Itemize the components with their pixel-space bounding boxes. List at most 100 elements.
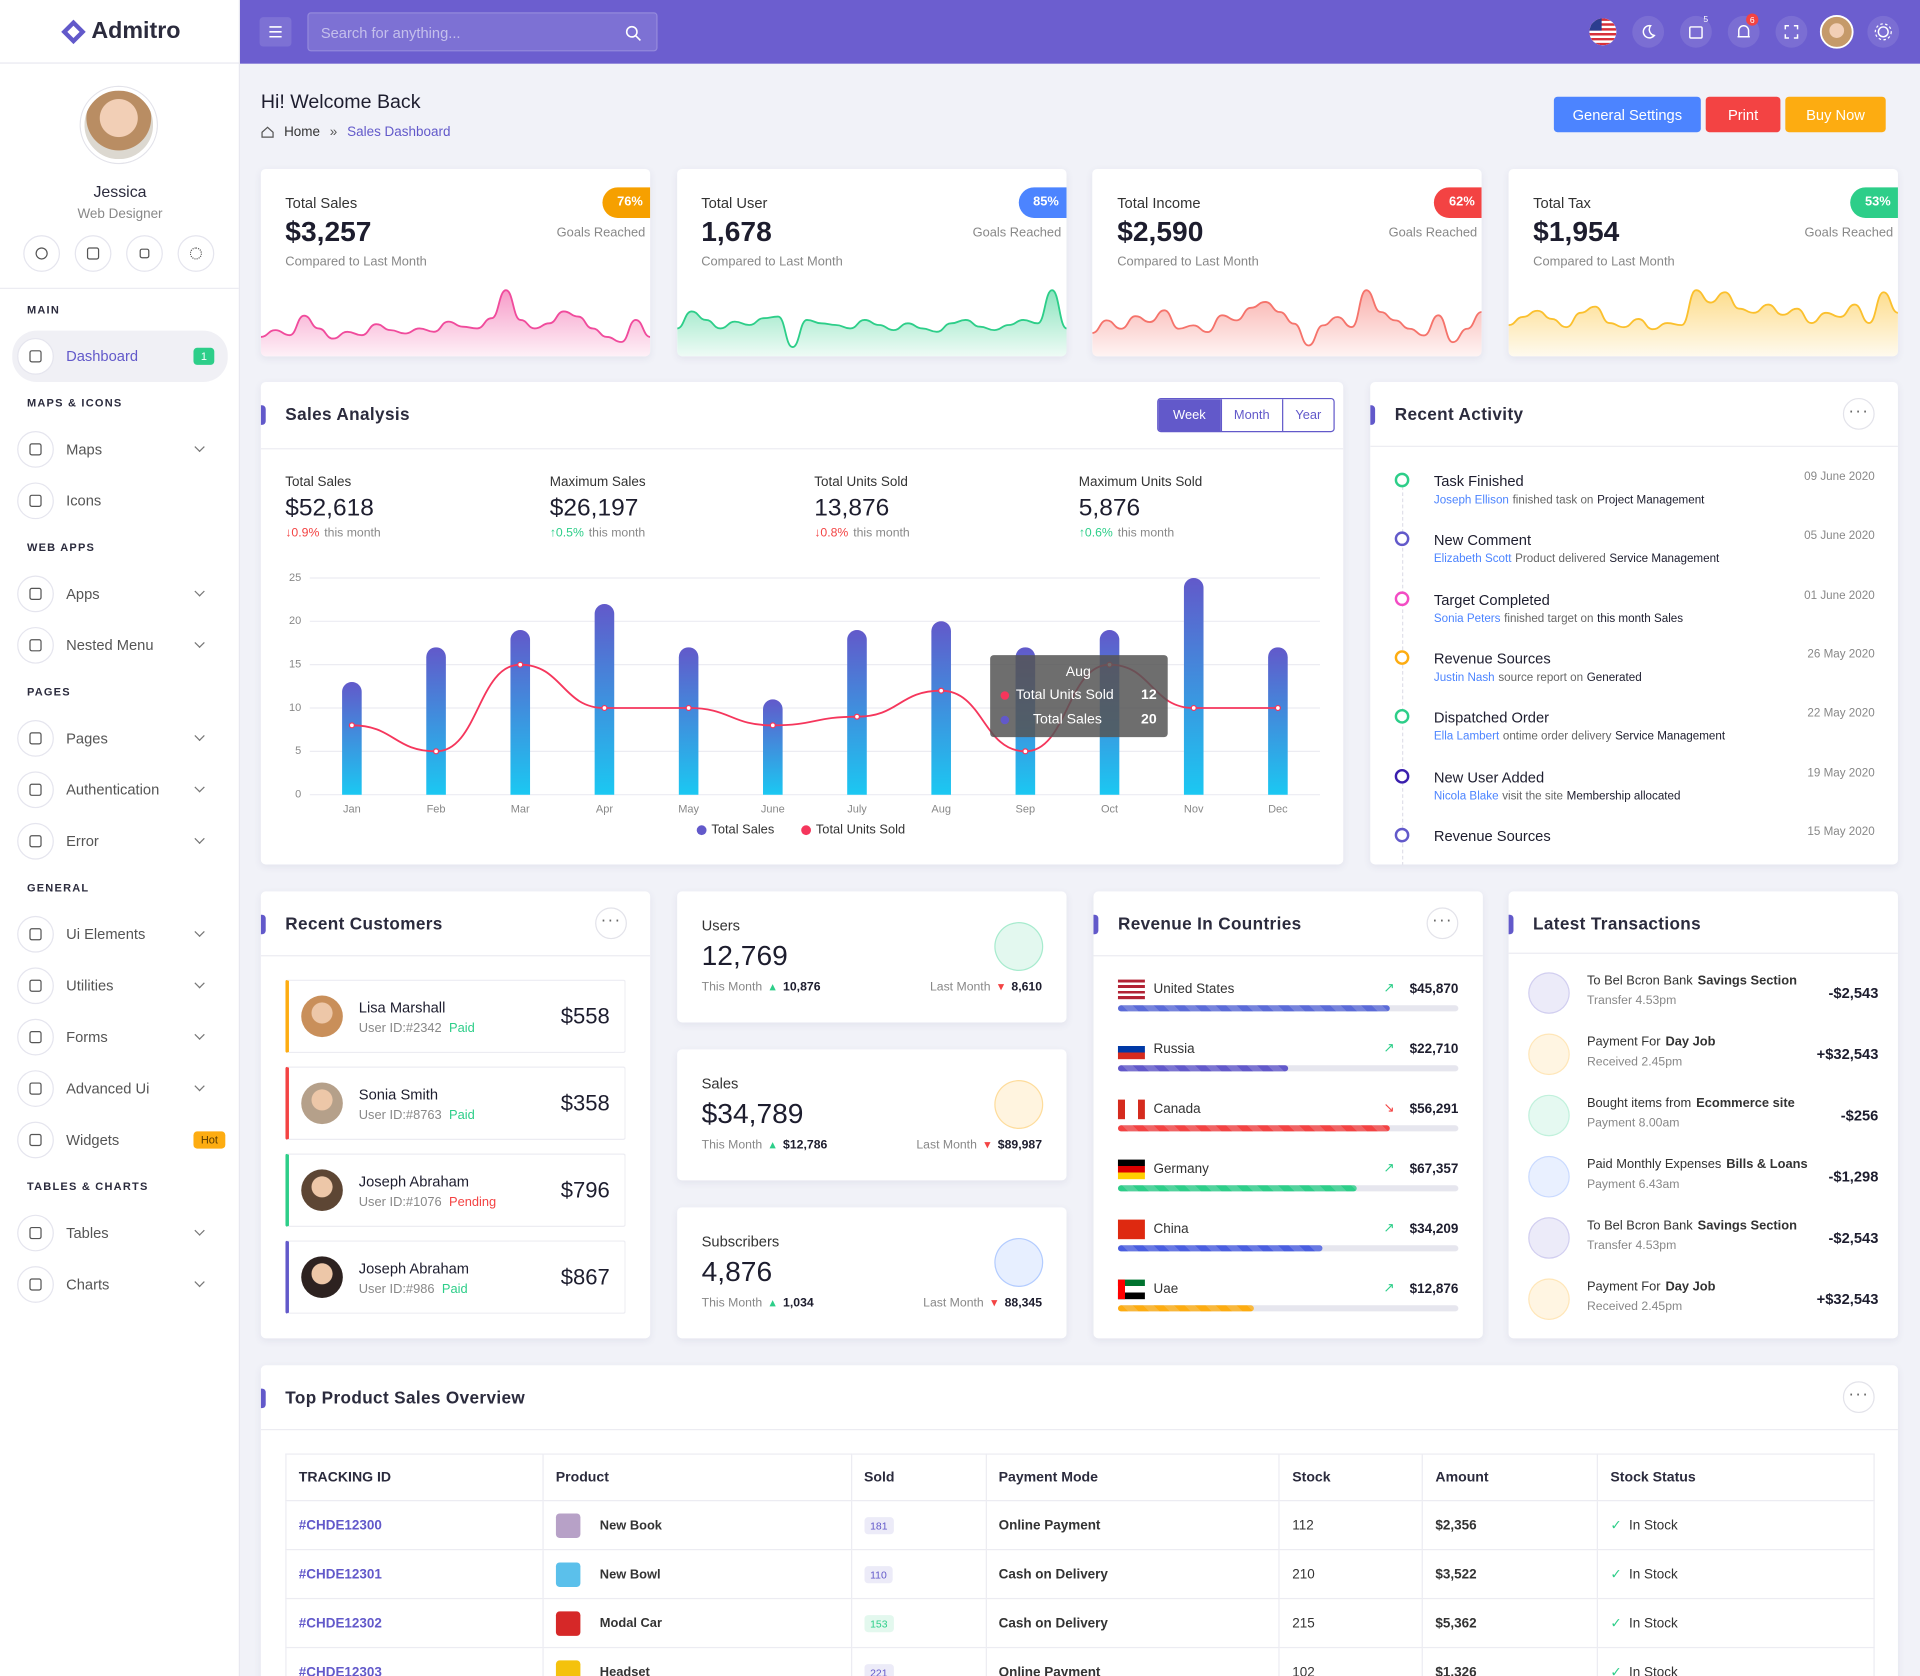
menu-toggle[interactable] bbox=[259, 17, 292, 47]
card-title: Sales Analysis bbox=[285, 404, 410, 424]
search-placeholder: Search for anything... bbox=[320, 24, 461, 42]
stat-goal: Goals Reached bbox=[1388, 225, 1478, 240]
activity-dot bbox=[1394, 768, 1410, 784]
menu-item[interactable]: Tables bbox=[12, 1207, 228, 1258]
profile-action[interactable] bbox=[23, 235, 61, 272]
tracking-id[interactable]: #CHDE12301 bbox=[298, 1566, 382, 1582]
bar bbox=[678, 647, 699, 795]
period-tab[interactable]: Month bbox=[1220, 399, 1281, 432]
more-button[interactable]: ··· bbox=[595, 907, 627, 940]
tracking-id[interactable]: #CHDE12302 bbox=[298, 1615, 382, 1631]
menu-label: Ui Elements bbox=[66, 925, 146, 943]
menu-item[interactable]: Apps bbox=[12, 568, 228, 619]
kpi-change-value: 0.5% bbox=[555, 526, 584, 540]
menu-item[interactable]: Maps bbox=[12, 424, 228, 475]
menu-label: Pages bbox=[66, 729, 108, 747]
table-cell: Cash on Delivery bbox=[985, 1548, 1280, 1600]
menu-item[interactable]: Forms bbox=[12, 1011, 228, 1062]
x-tick-label: July bbox=[847, 803, 867, 815]
menu-item[interactable]: Ui Elements bbox=[12, 909, 228, 960]
settings-button[interactable] bbox=[1867, 15, 1900, 48]
kpi-value: $52,618 bbox=[285, 494, 374, 522]
notification-badge bbox=[1746, 13, 1759, 26]
cart-button[interactable] bbox=[1680, 15, 1712, 48]
recent-customers-card: Recent Customers ··· Lisa Marshall User I… bbox=[260, 891, 651, 1339]
sparkline bbox=[1508, 289, 1899, 357]
menu-item[interactable]: Advanced Ui bbox=[12, 1063, 228, 1114]
menu-item[interactable]: Icons bbox=[12, 475, 228, 526]
chevron bbox=[194, 926, 205, 938]
tracking-id[interactable]: #CHDE12303 bbox=[298, 1664, 382, 1676]
menu-item[interactable]: Charts bbox=[12, 1259, 228, 1310]
customer-avatar bbox=[301, 1169, 343, 1212]
column-header: Sold bbox=[850, 1453, 987, 1502]
customer-status: Paid bbox=[449, 1108, 475, 1123]
tooltip-box bbox=[990, 655, 1168, 738]
menu-item[interactable]: Utilities bbox=[12, 960, 228, 1011]
kpi: Total Units Sold 13,876 ↓0.8% this month bbox=[814, 475, 909, 540]
activity-detail: Elizabeth Scott Product delivered Service … bbox=[1434, 553, 1719, 566]
menu-item[interactable]: Nested Menu bbox=[12, 620, 228, 671]
column-header: Payment Mode bbox=[985, 1453, 1280, 1502]
action-button[interactable]: Buy Now bbox=[1785, 96, 1886, 133]
title-accent bbox=[1370, 405, 1376, 425]
activity-dot bbox=[1394, 709, 1410, 724]
customer-amount: $358 bbox=[560, 1091, 610, 1116]
menu-item[interactable]: Dashboard 1 bbox=[12, 330, 228, 383]
menu-label: Icons bbox=[66, 492, 102, 510]
icon-glyph bbox=[29, 1082, 42, 1095]
user-avatar[interactable] bbox=[1819, 14, 1854, 49]
more-button[interactable]: ··· bbox=[1842, 1381, 1875, 1414]
activity-dot bbox=[1394, 472, 1410, 488]
progress-track bbox=[1117, 1125, 1459, 1132]
period-tab[interactable]: Year bbox=[1281, 399, 1334, 432]
language-flag[interactable] bbox=[1589, 18, 1617, 46]
customer-name: Joseph Abraham bbox=[358, 1260, 470, 1278]
last-value: 8,610 bbox=[1011, 980, 1043, 995]
customer-item[interactable]: Lisa Marshall User ID:#2342 Paid $558 bbox=[285, 979, 626, 1054]
menu-item[interactable]: Widgets Hot bbox=[12, 1114, 228, 1165]
action-button[interactable]: General Settings bbox=[1553, 96, 1701, 133]
breadcrumb: Home » Sales Dashboard bbox=[261, 124, 450, 140]
icon-glyph bbox=[29, 732, 42, 745]
activity-date: 19 May 2020 bbox=[1807, 765, 1875, 780]
kpi-change-value: 0.9% bbox=[291, 526, 320, 540]
customer-item[interactable]: Joseph Abraham User ID:#986 Paid $867 bbox=[285, 1240, 626, 1314]
tracking-id[interactable]: #CHDE12300 bbox=[298, 1517, 382, 1533]
customer-item[interactable]: Sonia Smith User ID:#8763 Paid $358 bbox=[285, 1066, 626, 1140]
fullscreen-button[interactable] bbox=[1775, 15, 1808, 48]
more-button[interactable]: ··· bbox=[1426, 907, 1459, 940]
country-flag bbox=[1117, 1159, 1145, 1180]
logo[interactable]: Admitro bbox=[0, 0, 240, 64]
profile-avatar[interactable] bbox=[80, 86, 157, 163]
menu-item[interactable]: Error bbox=[12, 816, 228, 867]
activity-text: finished task on bbox=[1512, 493, 1594, 507]
activity-title: Revenue Sources bbox=[1433, 650, 1551, 668]
menu-label: Forms bbox=[66, 1028, 108, 1046]
profile-action[interactable] bbox=[177, 235, 215, 272]
menu-item[interactable]: Authentication bbox=[12, 764, 228, 815]
x-tick-label: Apr bbox=[596, 803, 613, 815]
action-button[interactable]: Print bbox=[1705, 96, 1781, 133]
menu-item[interactable]: Pages bbox=[12, 713, 228, 764]
x-tick-label: Nov bbox=[1184, 803, 1204, 815]
table-cell: 215 bbox=[1278, 1597, 1424, 1649]
country-row: Russia ↗ $22,710 bbox=[1117, 1039, 1459, 1089]
icon-glyph bbox=[29, 494, 42, 507]
progress-bar bbox=[1117, 1185, 1357, 1192]
customer-item[interactable]: Joseph Abraham User ID:#1076 Pending $796 bbox=[285, 1153, 626, 1227]
trend-icon: ↘ bbox=[1383, 1100, 1395, 1116]
table-row: #CHDE12303 Headset 221 Online Payment 102 $1,… bbox=[285, 1646, 1875, 1676]
activity-item: Revenue Sources 15 May 2020 bbox=[1370, 825, 1898, 864]
search-box[interactable]: Search for anything... bbox=[307, 12, 658, 52]
activity-detail: Justin Nash source report on Generated bbox=[1434, 671, 1642, 684]
breadcrumb-item[interactable]: Home bbox=[284, 124, 321, 140]
profile-action[interactable] bbox=[126, 235, 163, 272]
profile-action[interactable] bbox=[74, 235, 112, 272]
more-button[interactable]: ··· bbox=[1842, 397, 1875, 430]
progress-track bbox=[1117, 1065, 1459, 1072]
brand-name: Admitro bbox=[91, 17, 181, 44]
period-tab[interactable]: Week bbox=[1158, 399, 1221, 432]
theme-toggle[interactable] bbox=[1632, 15, 1665, 48]
transaction-amount: -$2,543 bbox=[1828, 1229, 1879, 1247]
